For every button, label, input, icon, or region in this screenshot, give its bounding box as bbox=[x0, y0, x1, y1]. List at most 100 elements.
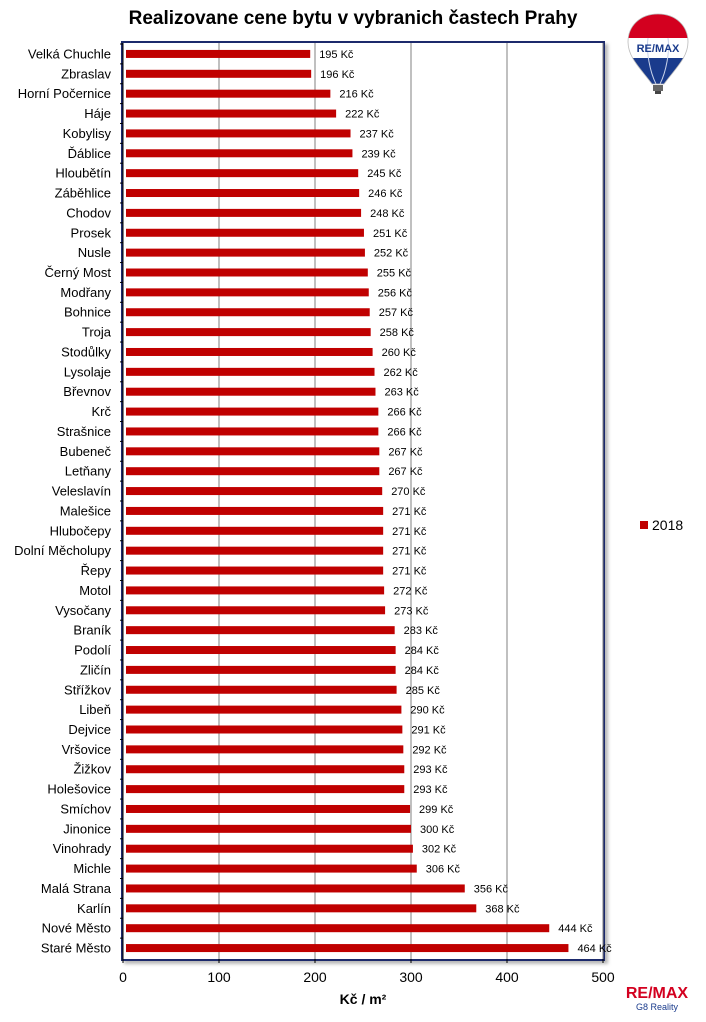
data-label: 283 Kč bbox=[404, 625, 439, 637]
remax-wordmark-logo: RE/MAX G8 Reality bbox=[612, 986, 702, 1013]
data-label: 267 Kč bbox=[388, 466, 423, 478]
data-label: 292 Kč bbox=[412, 744, 447, 756]
category-label: Michle bbox=[73, 861, 111, 876]
category-label: Smíchov bbox=[60, 801, 111, 816]
x-tick-label: 100 bbox=[207, 969, 231, 985]
data-label: 464 Kč bbox=[577, 943, 612, 955]
data-label: 306 Kč bbox=[426, 864, 461, 876]
value-labels: 195 Kč 196 Kč 216 Kč 222 Kč 237 Kč 239 Kč 245 … bbox=[319, 49, 612, 955]
category-label: Krč bbox=[92, 404, 112, 419]
bar bbox=[126, 89, 331, 98]
bar bbox=[126, 785, 405, 794]
data-label: 293 Kč bbox=[413, 764, 448, 776]
bar bbox=[126, 506, 384, 515]
data-label: 299 Kč bbox=[419, 804, 454, 816]
bar bbox=[126, 467, 380, 476]
bar bbox=[126, 904, 477, 913]
category-label: Velká Chuchle bbox=[28, 46, 111, 61]
bar bbox=[126, 347, 373, 356]
data-label: 263 Kč bbox=[384, 387, 419, 399]
category-label: Zličín bbox=[80, 662, 111, 677]
data-label: 271 Kč bbox=[392, 566, 427, 578]
data-label: 444 Kč bbox=[558, 923, 593, 935]
data-label: 262 Kč bbox=[384, 367, 419, 379]
x-tick-label: 300 bbox=[399, 969, 423, 985]
category-label: Letňany bbox=[65, 464, 112, 479]
data-label: 222 Kč bbox=[345, 109, 380, 121]
bar bbox=[126, 685, 397, 694]
bar bbox=[126, 824, 411, 833]
category-label: Chodov bbox=[66, 205, 111, 220]
data-label: 251 Kč bbox=[373, 228, 408, 240]
data-label: 368 Kč bbox=[485, 903, 520, 915]
data-label: 237 Kč bbox=[360, 128, 395, 140]
bar bbox=[126, 129, 351, 138]
bar bbox=[126, 526, 384, 535]
x-tick-label: 400 bbox=[495, 969, 519, 985]
bar bbox=[126, 626, 395, 635]
chart-title: Realizovane cene bytu v vybranich častec… bbox=[128, 8, 578, 29]
x-tick-label: 200 bbox=[303, 969, 327, 985]
data-label: 291 Kč bbox=[411, 725, 446, 737]
bar bbox=[126, 387, 376, 396]
bar bbox=[126, 427, 379, 436]
category-label: Modřany bbox=[60, 285, 111, 300]
category-label: Jinonice bbox=[63, 821, 111, 836]
data-label: 284 Kč bbox=[405, 645, 440, 657]
bar bbox=[126, 308, 370, 317]
bar bbox=[126, 586, 385, 595]
category-label: Bubeneč bbox=[60, 444, 112, 459]
category-label: Vinohrady bbox=[53, 841, 112, 856]
bar bbox=[126, 745, 404, 754]
x-axis-title: Kč / m² bbox=[340, 991, 387, 1007]
category-label: Karlín bbox=[77, 901, 111, 916]
bar bbox=[126, 69, 312, 78]
category-label: Troja bbox=[82, 325, 112, 340]
bar bbox=[126, 864, 417, 873]
data-label: 266 Kč bbox=[387, 426, 422, 438]
bar bbox=[126, 228, 364, 237]
bars bbox=[120, 43, 569, 953]
bar bbox=[126, 944, 569, 953]
data-label: 300 Kč bbox=[420, 824, 455, 836]
data-label: 285 Kč bbox=[406, 685, 441, 697]
bar bbox=[126, 646, 396, 655]
data-label: 257 Kč bbox=[379, 307, 414, 319]
category-label: Zbraslav bbox=[61, 66, 111, 81]
bar bbox=[126, 447, 380, 456]
bar bbox=[126, 844, 413, 853]
bar bbox=[126, 765, 405, 774]
data-label: 272 Kč bbox=[393, 585, 428, 597]
bar bbox=[126, 705, 402, 714]
data-label: 258 Kč bbox=[380, 327, 415, 339]
category-label: Vysočany bbox=[55, 603, 111, 618]
category-label: Dolní Měcholupy bbox=[14, 543, 111, 558]
data-label: 356 Kč bbox=[474, 883, 509, 895]
category-label: Nové Město bbox=[42, 921, 111, 936]
data-label: 196 Kč bbox=[320, 69, 355, 81]
data-label: 290 Kč bbox=[410, 705, 445, 717]
category-label: Veleslavín bbox=[52, 484, 111, 499]
category-label: Stodůlky bbox=[61, 344, 111, 359]
bar bbox=[126, 268, 368, 277]
data-label: 271 Kč bbox=[392, 506, 427, 518]
category-label: Černý Most bbox=[45, 265, 112, 280]
bar bbox=[126, 149, 353, 158]
plot-area-frame bbox=[121, 41, 605, 961]
category-label: Braník bbox=[73, 623, 111, 638]
bar bbox=[126, 189, 360, 198]
bar bbox=[126, 49, 311, 58]
category-label: Lysolaje bbox=[64, 364, 111, 379]
bar bbox=[126, 208, 362, 217]
category-label: Břevnov bbox=[63, 384, 111, 399]
category-label: Motol bbox=[79, 583, 111, 598]
category-label: Malešice bbox=[60, 503, 111, 518]
data-label: 284 Kč bbox=[405, 665, 440, 677]
data-label: 273 Kč bbox=[394, 605, 429, 617]
category-label: Prosek bbox=[71, 225, 112, 240]
data-label: 256 Kč bbox=[378, 287, 413, 299]
data-label: 260 Kč bbox=[382, 347, 417, 359]
logo-brand-text: RE/MAX bbox=[625, 985, 689, 1002]
data-label: 293 Kč bbox=[413, 784, 448, 796]
